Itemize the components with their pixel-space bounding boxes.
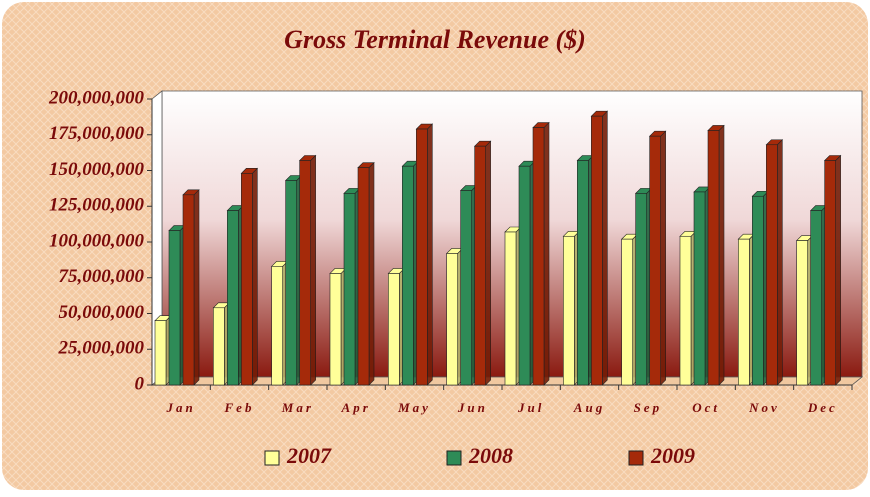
legend-swatch xyxy=(264,450,280,466)
bar xyxy=(285,180,297,386)
bar-side xyxy=(660,130,666,386)
bar-side xyxy=(427,123,433,386)
x-tick-label: Jan xyxy=(166,400,196,415)
bar xyxy=(168,230,181,386)
x-tick-label: Aug xyxy=(573,400,605,415)
bar xyxy=(504,231,517,386)
x-tick-label: Oct xyxy=(692,400,720,415)
bar xyxy=(460,190,472,386)
bar xyxy=(649,135,661,386)
x-tick-label: Jul xyxy=(517,400,544,415)
bar xyxy=(154,320,167,386)
bar xyxy=(241,173,253,386)
bar xyxy=(752,195,764,386)
bar xyxy=(213,307,225,386)
bar xyxy=(532,127,545,386)
legend-swatch xyxy=(446,450,462,466)
y-tick-label: 125,000,000 xyxy=(49,195,145,216)
x-tick-label: Feb xyxy=(224,400,255,415)
bar xyxy=(388,273,400,386)
bar xyxy=(227,210,239,386)
chart-title: Gross Terminal Revenue ($) xyxy=(284,25,586,54)
bar-side xyxy=(252,167,258,386)
bar xyxy=(474,145,486,386)
legend-label: 2009 xyxy=(650,443,695,468)
bar-side xyxy=(310,154,316,386)
bar xyxy=(824,160,836,386)
bar xyxy=(577,160,589,386)
bar xyxy=(591,115,603,386)
bar xyxy=(693,191,706,386)
bar xyxy=(299,160,311,386)
x-tick-label: Sep xyxy=(634,400,663,415)
bar xyxy=(402,165,414,386)
x-tick-label: Apr xyxy=(341,400,371,415)
bar xyxy=(707,130,720,386)
bar xyxy=(796,240,808,386)
y-tick-label: 75,000,000 xyxy=(59,266,145,287)
x-tick-label: May xyxy=(397,400,431,415)
x-tick-label: Mar xyxy=(281,400,314,415)
bar-side xyxy=(485,140,491,386)
x-tick-label: Dec xyxy=(807,400,838,415)
bar-side xyxy=(602,110,608,386)
bar xyxy=(357,167,370,386)
bar xyxy=(416,128,428,386)
bar xyxy=(446,253,458,386)
bar-side xyxy=(718,124,725,386)
bar xyxy=(766,144,778,386)
bar xyxy=(679,235,692,386)
bar-side xyxy=(368,161,375,386)
bar-side xyxy=(543,121,550,386)
y-tick-label: 150,000,000 xyxy=(49,159,145,180)
bar xyxy=(563,235,575,386)
y-tick-label: 100,000,000 xyxy=(49,230,145,251)
bar xyxy=(810,210,822,386)
bar-side xyxy=(193,189,200,386)
bar-side xyxy=(777,139,783,386)
legend-label: 2007 xyxy=(286,443,332,468)
y-tick-label: 200,000,000 xyxy=(48,87,145,108)
x-tick-label: Jun xyxy=(457,400,488,415)
bar xyxy=(329,273,342,386)
bar xyxy=(343,193,356,386)
y-tick-label: 175,000,000 xyxy=(49,123,145,144)
y-tick-label: 25,000,000 xyxy=(58,338,145,359)
x-tick-label: Nov xyxy=(748,400,780,415)
bar xyxy=(518,165,531,386)
bar xyxy=(182,194,195,386)
bar xyxy=(738,238,750,386)
bar-side xyxy=(835,154,841,386)
legend-label: 2008 xyxy=(468,443,513,468)
y-tick-label: 50,000,000 xyxy=(59,302,145,323)
y-tick-label: 0 xyxy=(135,373,145,394)
bar xyxy=(271,266,283,386)
legend-swatch xyxy=(628,450,644,466)
bar xyxy=(621,238,633,386)
bar xyxy=(635,193,647,386)
